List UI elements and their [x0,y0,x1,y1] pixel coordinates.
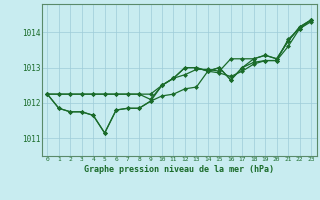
X-axis label: Graphe pression niveau de la mer (hPa): Graphe pression niveau de la mer (hPa) [84,165,274,174]
